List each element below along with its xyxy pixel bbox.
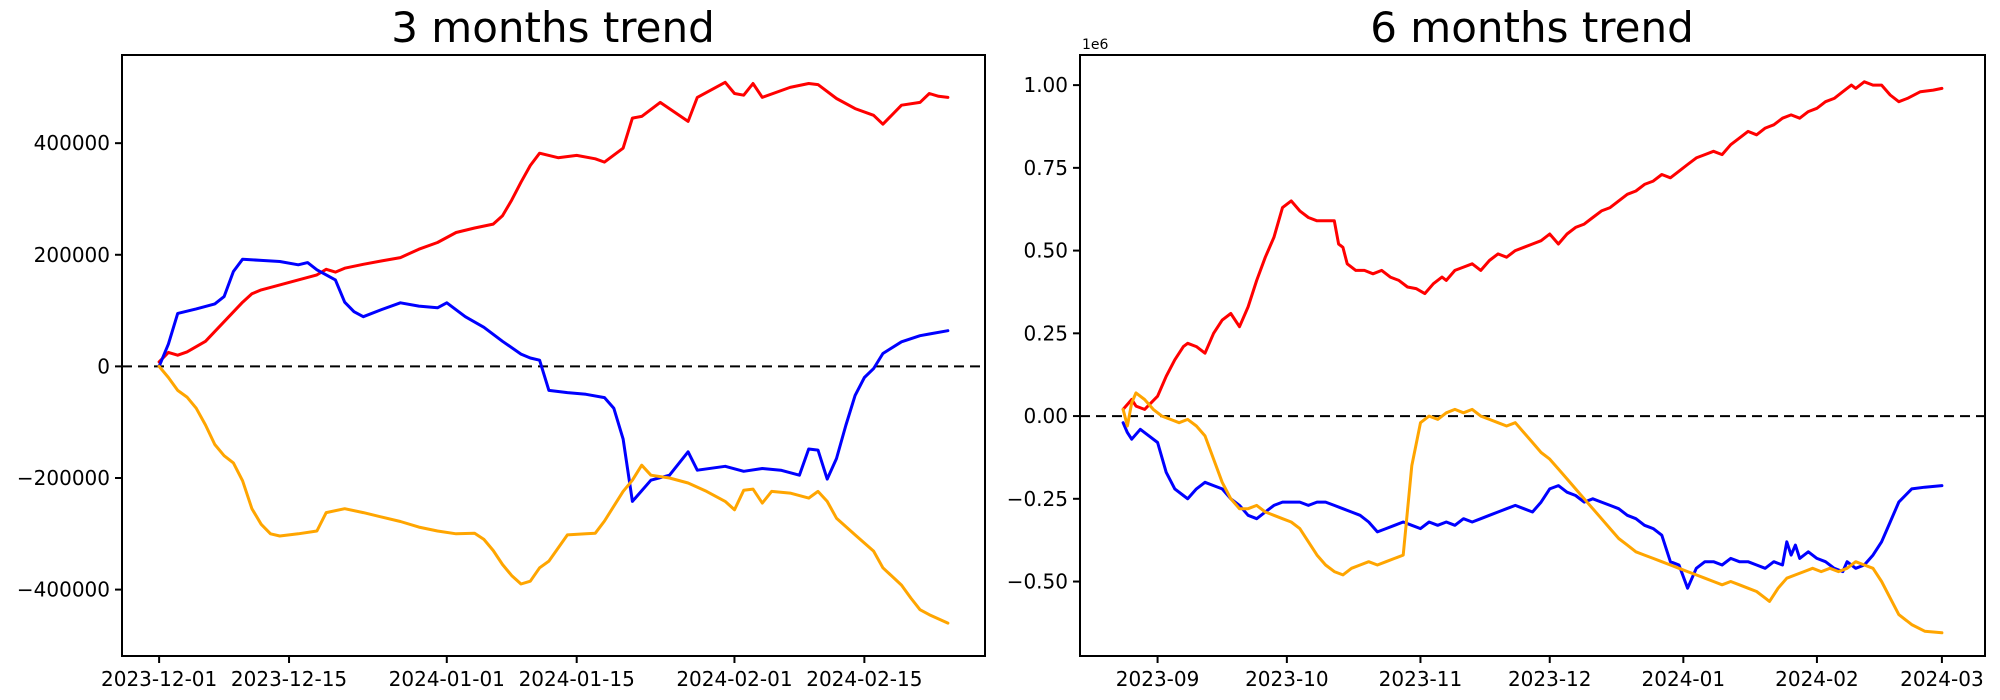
series-line-orange (157, 364, 950, 625)
series-line-red (1121, 80, 1944, 411)
x-tick-label: 2023-12-15 (231, 667, 347, 691)
plot-area-6-months: 1.00 0.75 0.50 0.25 0.00 −0.25 −0.50 2023-09 202… (1007, 54, 1986, 691)
x-tick-label: 2024-02-01 (676, 667, 792, 691)
y-tick-label: 0.25 (1023, 321, 1068, 345)
y-tick-label: −0.50 (1007, 570, 1068, 594)
x-tick-label: 2024-03 (1900, 667, 1984, 691)
y-tick-label: 200000 (34, 243, 110, 267)
x-tick-label: 2024-01-01 (389, 667, 505, 691)
chart-title-6-months: 6 months trend (1370, 3, 1694, 52)
y-tick-label: 0 (97, 354, 110, 378)
y-tick-label: −200000 (17, 466, 110, 490)
chart-3-months-trend: 3 months trend 400000 200000 0 −200000 −4000… (17, 3, 986, 691)
chart-title-3-months: 3 months trend (391, 3, 715, 52)
series-line-orange (1121, 391, 1944, 635)
x-tick-label: 2023-12-01 (101, 667, 217, 691)
plot-area-3-months: 400000 200000 0 −200000 −400000 2023-12-01 202… (17, 54, 986, 691)
x-tick-label: 2023-12 (1508, 667, 1592, 691)
axes-frame (121, 54, 986, 657)
x-tick-label: 2023-10 (1245, 667, 1329, 691)
y-tick-label: 1.00 (1023, 73, 1068, 97)
y-tick-label: 0.50 (1023, 239, 1068, 263)
y-tick-label: −0.25 (1007, 487, 1068, 511)
chart-6-months-trend: 6 months trend 1e6 1.00 0.75 0.50 0.25 0.00 −… (1007, 3, 1986, 691)
x-tick-label: 2024-02 (1775, 667, 1859, 691)
series-line-blue (157, 257, 950, 503)
x-tick-label: 2024-02-15 (806, 667, 922, 691)
y-tick-label: 400000 (34, 131, 110, 155)
x-tick-label: 2024-01-15 (519, 667, 635, 691)
x-tick-label: 2023-09 (1116, 667, 1200, 691)
series-line-blue (1121, 421, 1944, 590)
y-tick-label: −400000 (17, 578, 110, 602)
y-axis-offset-label: 1e6 (1082, 37, 1109, 53)
x-tick-label: 2024-01 (1642, 667, 1726, 691)
x-tick-label: 2023-11 (1379, 667, 1463, 691)
series-line-red (157, 80, 950, 364)
axes-frame (1079, 54, 1986, 657)
y-tick-label: 0.75 (1023, 156, 1068, 180)
y-tick-label: 0.00 (1023, 404, 1068, 428)
